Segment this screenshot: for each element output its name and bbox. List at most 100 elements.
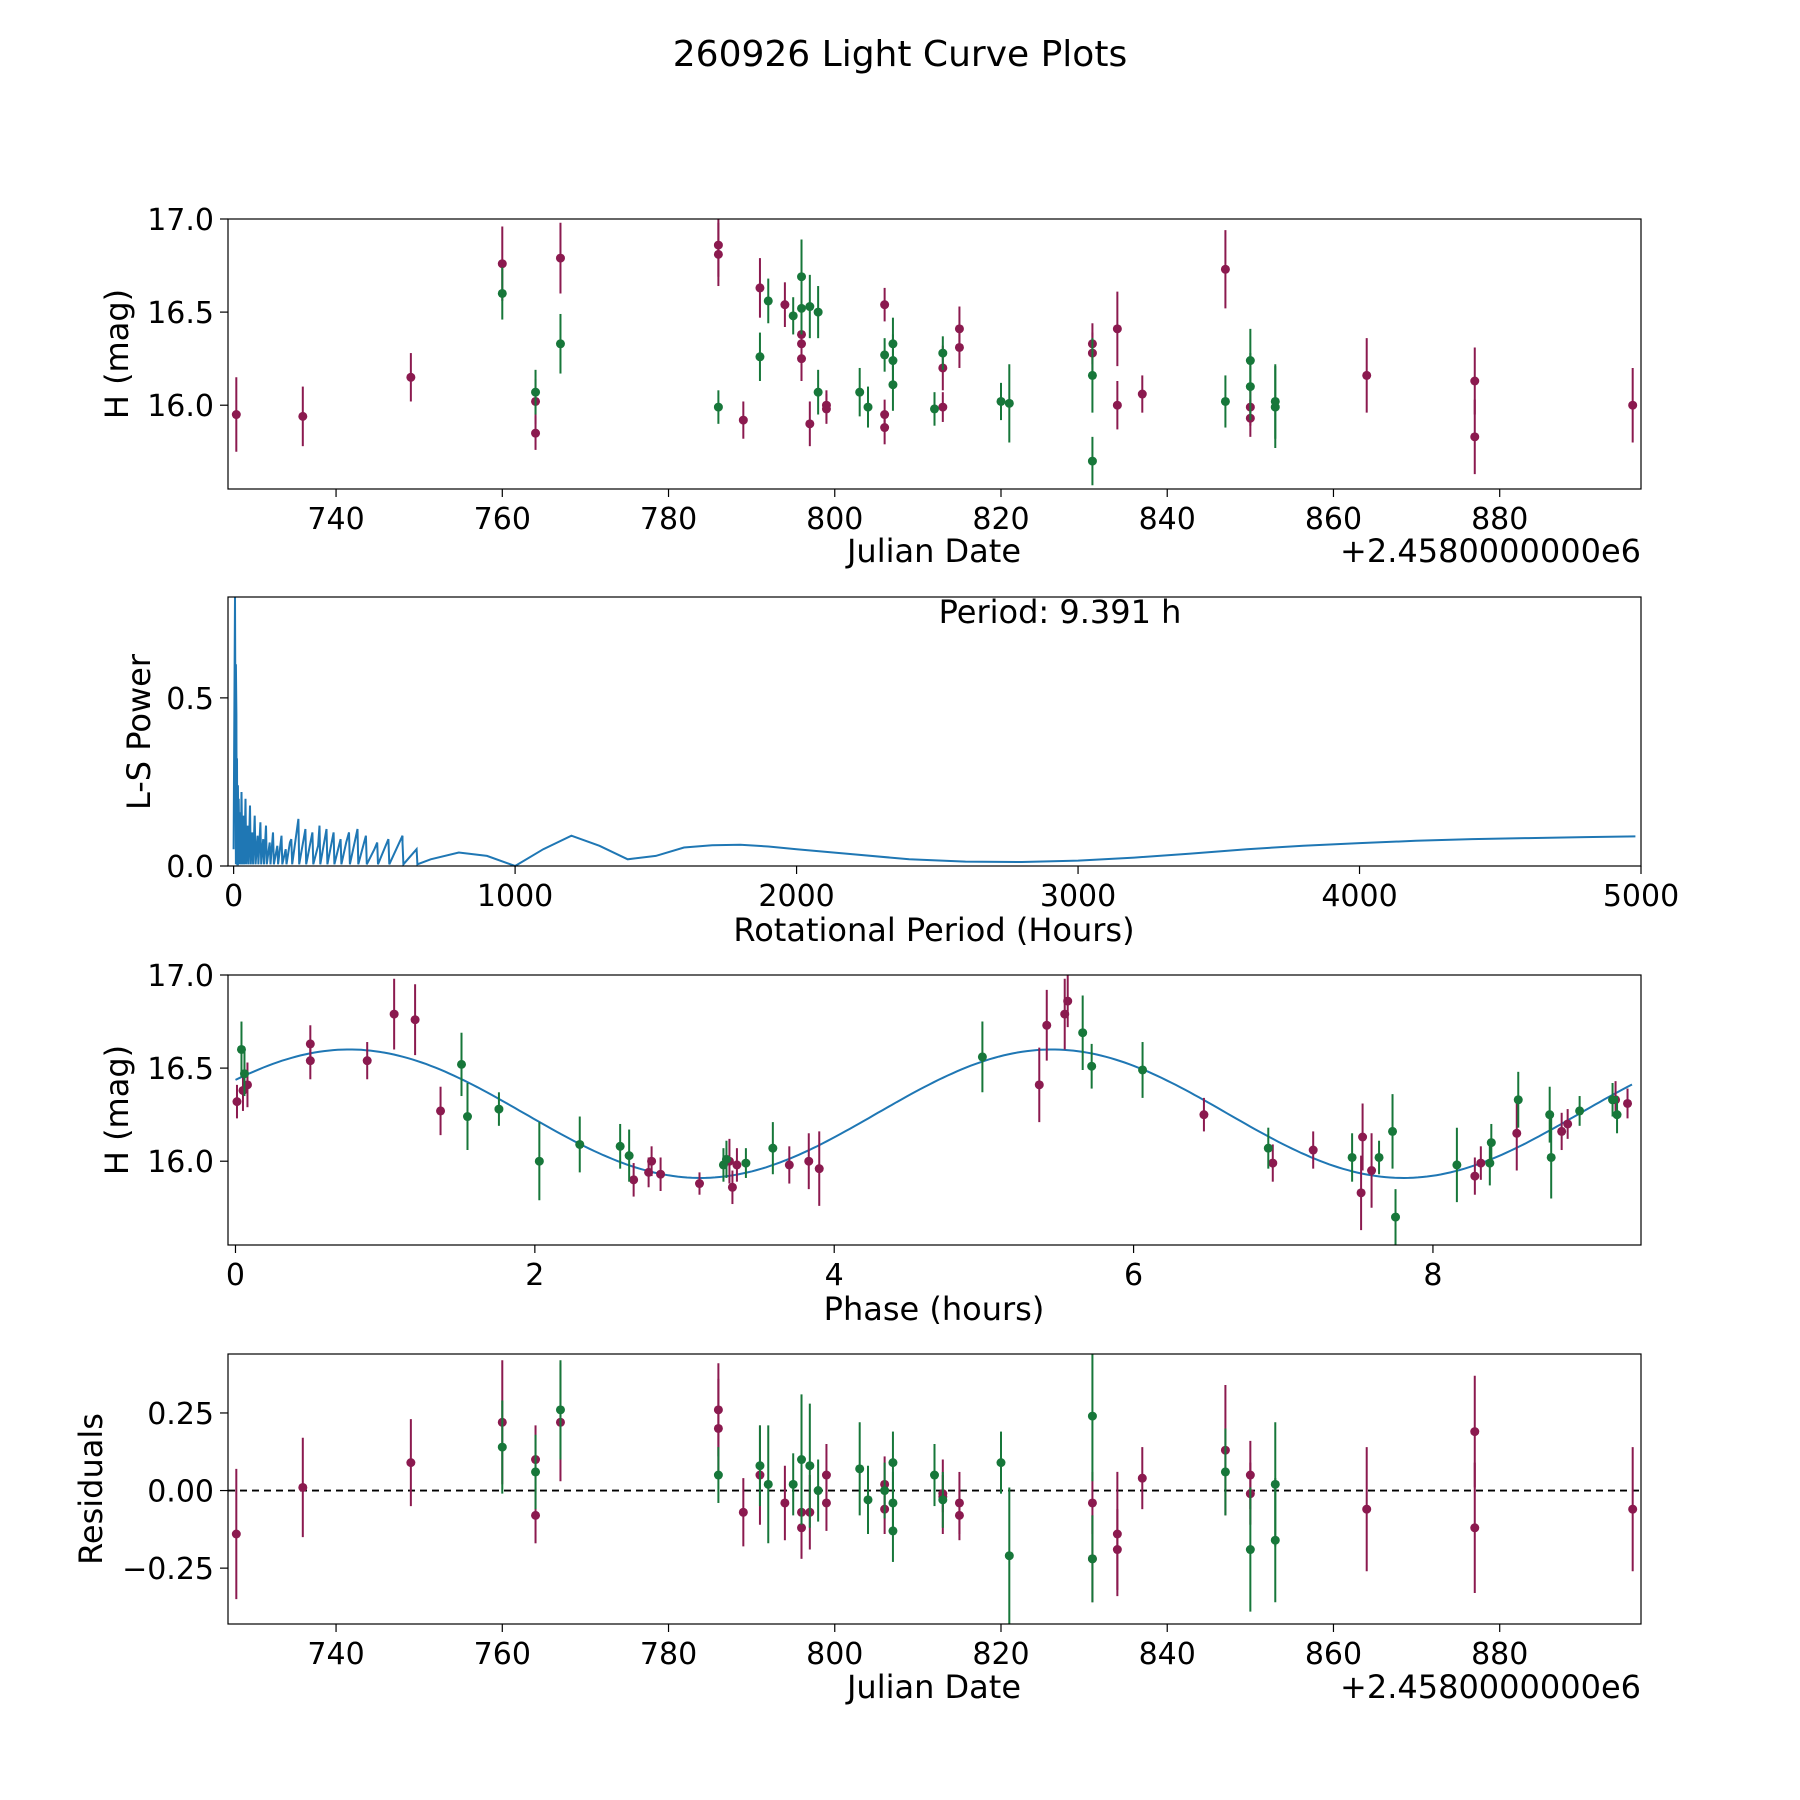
periodogram-ticks: 0 1000 2000 3000 4000 5000 0.0 0.5 [166,682,1679,914]
data-point [813,387,823,397]
data-point [624,1151,634,1161]
x-tick-label: 860 [1305,1637,1362,1672]
data-point [1546,1152,1556,1162]
data-point [1220,396,1230,406]
data-point [531,1467,541,1477]
x-tick-label: 840 [1139,1637,1196,1672]
data-point [930,1470,939,1480]
data-point [805,419,815,429]
data-point [855,1464,865,1474]
data-point [298,1482,308,1492]
data-point [797,1455,807,1465]
data-point [821,1498,831,1508]
data-point [1470,1171,1480,1181]
data-point [1362,1504,1372,1514]
data-point [888,1526,898,1536]
data-point [231,410,241,420]
lightcurve-panel: 740 760 780 800 820 840 860 880 16.0 16.5 17.0 Jul… [98,203,1642,570]
data-point [938,1495,948,1505]
x-tick-label: 880 [1471,1637,1528,1672]
x-tick-label: 880 [1471,502,1528,537]
data-point [813,307,823,317]
phase-frame [227,974,1642,1246]
data-point [494,1104,504,1114]
data-point [713,1423,723,1433]
data-point [647,1156,657,1166]
data-point [1004,1551,1014,1561]
data-point [1087,1411,1097,1421]
data-point [457,1059,467,1069]
data-point [763,296,773,306]
data-point [555,339,565,349]
periodogram-ylabel: L-S Power [120,653,158,810]
data-point [880,350,890,360]
data-point [410,1015,420,1025]
data-point [1356,1188,1366,1198]
data-point [880,1486,890,1496]
data-point [1485,1158,1495,1168]
data-point [239,1069,249,1079]
data-point [813,1486,823,1496]
data-point [821,404,831,414]
y-tick-label: 17.0 [147,203,214,238]
y-tick-label: 17.0 [147,959,214,994]
data-point [930,404,939,414]
data-point [1087,1554,1097,1564]
data-point [1367,1166,1377,1176]
data-point [1112,400,1122,410]
data-point [1575,1106,1585,1116]
data-point [389,1009,399,1019]
data-point [738,415,748,425]
y-tick-label: 16.0 [147,389,214,424]
data-point [1199,1110,1209,1120]
data-point [1362,370,1372,380]
residuals-offset-label: +2.4580000000e6 [1340,1668,1641,1706]
data-point [788,1479,798,1489]
periodogram-line [232,596,1636,868]
x-tick-label: 740 [307,1637,364,1672]
data-point [805,1461,815,1471]
data-point [784,1160,794,1170]
data-point [1263,1143,1273,1153]
fit-curve [235,1048,1633,1180]
x-tick-label: 840 [1139,502,1196,537]
data-point [763,1479,773,1489]
data-point [231,1529,241,1539]
data-point [797,354,807,364]
y-tick-label: 0.0 [166,850,214,885]
data-point [1308,1145,1318,1155]
x-tick-label: 0 [226,1258,245,1293]
lightcurve-marks [231,219,1638,486]
data-point [1245,1545,1255,1555]
data-point [797,303,807,313]
data-point [1087,1498,1097,1508]
data-point [814,1164,824,1174]
data-point [1470,1523,1480,1533]
x-tick-label: 8 [1423,1258,1442,1293]
data-point [1004,398,1014,408]
phase-marks [232,975,1633,1245]
data-point [1512,1128,1522,1138]
x-tick-label: 6 [1124,1258,1143,1293]
data-point [1470,432,1480,442]
residuals-ticks: 740 760 780 800 820 840 860 880 −0.25 0.00 0.25 [122,1397,1528,1672]
data-point [406,372,416,382]
phase-ticks: 0 2 4 6 8 16.0 16.5 17.0 [147,959,1442,1293]
data-point [1388,1126,1398,1136]
y-tick-label: 0.00 [147,1475,214,1510]
data-point [755,352,765,362]
data-point [888,380,898,390]
data-point [1358,1132,1368,1142]
data-point [298,411,308,421]
data-point [1391,1212,1401,1222]
data-point [780,1498,790,1508]
data-point [1220,264,1230,274]
data-point [534,1156,544,1166]
data-point [888,1458,898,1468]
data-point [804,1156,814,1166]
data-point [977,1052,987,1062]
data-point [788,311,798,321]
periodogram-marks [232,596,1636,868]
data-point [855,387,865,397]
data-point [805,302,815,312]
